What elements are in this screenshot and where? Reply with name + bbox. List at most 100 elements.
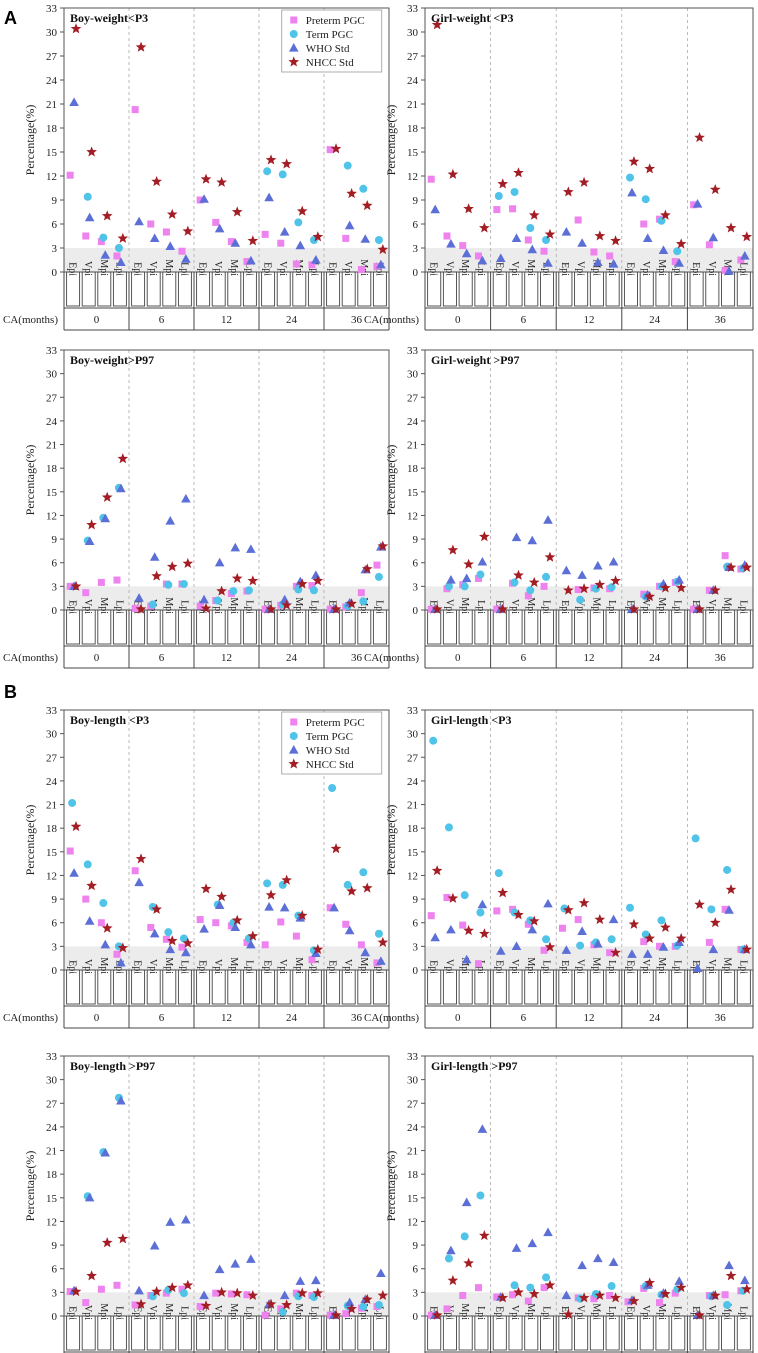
data-point-nhcc-std bbox=[497, 1292, 509, 1303]
category-label: Epi bbox=[493, 262, 504, 276]
category-box bbox=[474, 609, 489, 645]
data-point-nhcc-std bbox=[694, 899, 705, 910]
data-point-preterm-pgc bbox=[373, 959, 381, 967]
group-label: 36 bbox=[351, 652, 363, 664]
data-point-nhcc-std bbox=[216, 176, 227, 187]
y-tick-label: 21 bbox=[46, 800, 57, 812]
data-point-nhcc-std bbox=[644, 591, 656, 602]
data-point-term-pgc bbox=[374, 929, 383, 938]
category-label: Lpi bbox=[606, 960, 617, 974]
data-point-nhcc-std bbox=[361, 882, 373, 893]
category-box bbox=[689, 271, 704, 307]
category-box bbox=[211, 271, 226, 307]
category-box bbox=[196, 969, 211, 1005]
y-tick-label: 21 bbox=[407, 800, 418, 812]
data-point-preterm-pgc bbox=[97, 238, 105, 246]
category-box bbox=[524, 969, 539, 1005]
y-tick-label: 3 bbox=[52, 941, 58, 953]
data-point-who-std bbox=[134, 216, 144, 226]
data-point-nhcc-std bbox=[479, 222, 490, 233]
category-box bbox=[112, 609, 127, 645]
category-label: Mpi bbox=[358, 597, 369, 614]
y-tick-label: 15 bbox=[407, 147, 419, 159]
data-point-who-std bbox=[311, 1275, 321, 1285]
data-point-nhcc-std bbox=[644, 1277, 656, 1288]
data-point-who-std bbox=[724, 1260, 734, 1270]
data-point-nhcc-std bbox=[528, 209, 540, 220]
data-point-preterm-pgc bbox=[721, 552, 729, 560]
data-point-preterm-pgc bbox=[178, 943, 186, 951]
data-point-preterm-pgc bbox=[574, 916, 582, 924]
category-label: Vpi bbox=[212, 1305, 223, 1320]
category-box bbox=[146, 1315, 161, 1351]
y-tick-label: 12 bbox=[46, 1216, 57, 1228]
category-box bbox=[671, 1315, 686, 1351]
data-point-term-pgc bbox=[476, 570, 485, 579]
category-box bbox=[177, 969, 192, 1005]
data-point-term-pgc bbox=[460, 891, 469, 900]
category-label: Mpi bbox=[228, 1303, 239, 1320]
data-point-preterm-pgc bbox=[737, 256, 745, 264]
data-point-nhcc-std bbox=[182, 937, 194, 948]
category-box bbox=[574, 969, 589, 1005]
category-box bbox=[721, 969, 736, 1005]
y-tick-label: 30 bbox=[407, 1075, 419, 1087]
category-label: Vpi bbox=[82, 261, 93, 276]
category-box bbox=[242, 1315, 257, 1351]
category-box bbox=[131, 969, 146, 1005]
data-point-nhcc-std bbox=[594, 1289, 606, 1301]
data-point-who-std bbox=[134, 593, 144, 602]
y-tick-label: 21 bbox=[46, 440, 57, 452]
data-point-term-pgc bbox=[179, 580, 188, 588]
data-point-nhcc-std bbox=[741, 1283, 753, 1294]
data-point-nhcc-std bbox=[296, 1287, 308, 1298]
data-point-who-std bbox=[461, 954, 472, 964]
legend-box bbox=[281, 711, 383, 775]
data-point-term-pgc bbox=[444, 823, 453, 832]
data-point-nhcc-std bbox=[312, 943, 324, 955]
data-point-nhcc-std bbox=[117, 453, 129, 464]
data-point-nhcc-std bbox=[660, 1288, 671, 1299]
data-point-who-std bbox=[149, 928, 160, 938]
data-point-nhcc-std bbox=[563, 186, 574, 197]
data-point-term-pgc bbox=[359, 184, 368, 193]
data-point-preterm-pgc bbox=[342, 1310, 350, 1318]
data-point-term-pgc bbox=[641, 195, 650, 204]
category-box bbox=[261, 969, 276, 1005]
y-tick-label: 9 bbox=[52, 894, 58, 906]
data-point-nhcc-std bbox=[725, 884, 737, 895]
data-point-nhcc-std bbox=[312, 231, 324, 242]
data-point-who-std bbox=[708, 944, 719, 954]
y-tick-label: 6 bbox=[52, 219, 58, 231]
category-label: Epi bbox=[493, 1306, 504, 1320]
category-box bbox=[66, 271, 81, 307]
group-label: 0 bbox=[94, 314, 100, 326]
category-label: Vpi bbox=[277, 261, 288, 276]
category-box bbox=[162, 969, 177, 1005]
data-point-preterm-pgc bbox=[721, 905, 729, 913]
category-box bbox=[524, 271, 539, 307]
group-label: 12 bbox=[584, 652, 595, 664]
data-point-nhcc-std bbox=[135, 853, 147, 864]
category-label: Epi bbox=[428, 960, 439, 974]
category-box bbox=[292, 1315, 307, 1351]
data-point-nhcc-std bbox=[166, 1282, 178, 1293]
data-point-term-pgc bbox=[510, 578, 519, 587]
data-point-nhcc-std bbox=[117, 232, 129, 243]
category-box bbox=[307, 969, 322, 1005]
data-point-who-std bbox=[593, 939, 603, 948]
reference-band bbox=[64, 586, 389, 610]
category-label: Epi bbox=[197, 960, 208, 974]
data-point-nhcc-std bbox=[578, 1292, 590, 1303]
y-tick-label: 3 bbox=[413, 1287, 419, 1299]
data-point-nhcc-std bbox=[265, 1298, 277, 1309]
data-point-preterm-pgc bbox=[113, 950, 121, 958]
data-point-nhcc-std bbox=[330, 143, 342, 154]
category-label: Vpi bbox=[82, 1305, 93, 1320]
data-point-preterm-pgc bbox=[326, 605, 334, 613]
data-point-who-std bbox=[311, 255, 321, 264]
data-point-nhcc-std bbox=[660, 582, 671, 593]
data-point-preterm-pgc bbox=[113, 252, 121, 260]
data-point-nhcc-std bbox=[431, 19, 443, 30]
